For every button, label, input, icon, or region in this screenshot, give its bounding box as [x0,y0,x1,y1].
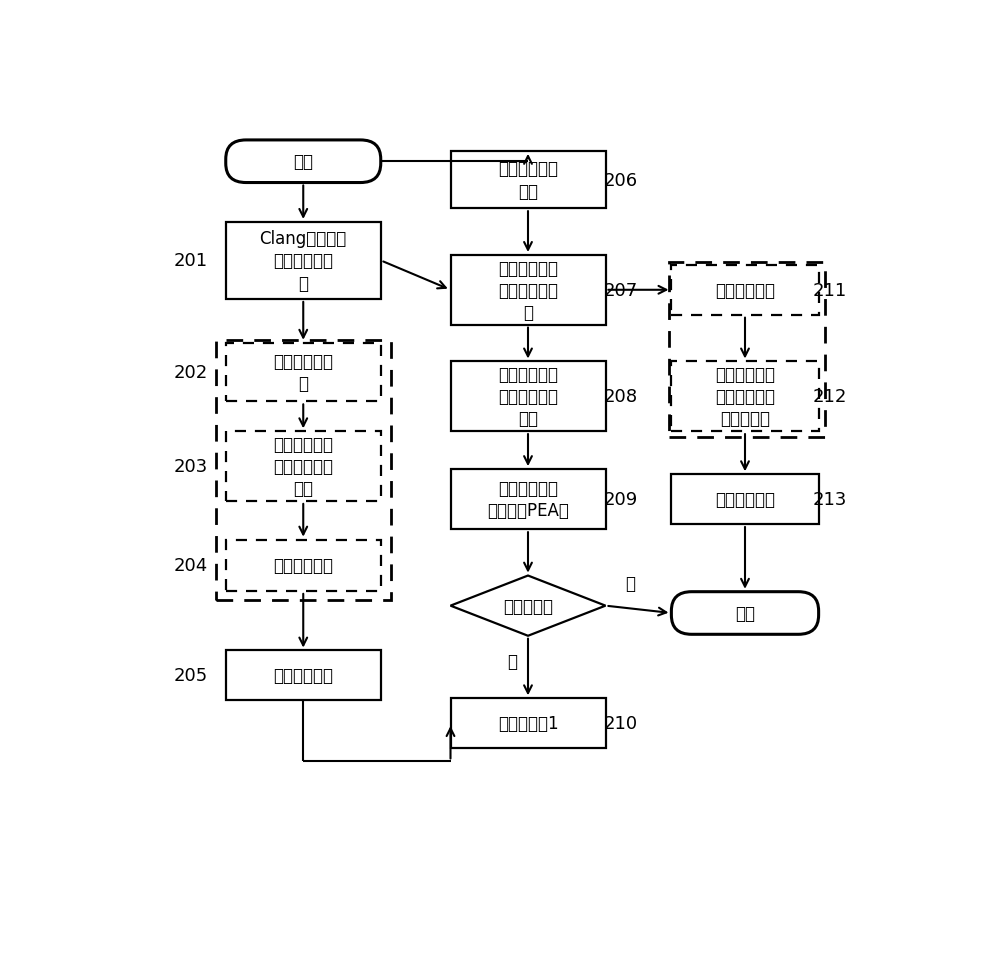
Text: 根据调度结果
进行片上数据
放置: 根据调度结果 进行片上数据 放置 [498,366,558,428]
FancyBboxPatch shape [226,141,381,183]
Text: 209: 209 [604,491,638,509]
Bar [669,263,825,437]
Text: 开始: 开始 [293,153,313,171]
Text: 204: 204 [174,557,208,575]
Text: 207: 207 [604,281,638,299]
Text: 映射至处理单
元阵列（PEA）: 映射至处理单 元阵列（PEA） [487,479,569,519]
Text: 205: 205 [174,667,208,684]
Bar [671,475,819,524]
Bar [226,651,381,700]
Text: 213: 213 [813,491,847,509]
Bar [226,432,381,501]
Text: 生成中间表示: 生成中间表示 [273,557,333,575]
Text: 201: 201 [174,253,208,270]
Bar [671,266,819,315]
Bar [451,362,606,432]
Bar [451,470,606,530]
Polygon shape [451,576,606,636]
Text: 启动间隔加1: 启动间隔加1 [498,715,558,733]
Text: 是: 是 [625,575,635,593]
Text: 203: 203 [174,457,208,476]
Text: 结束: 结束 [735,604,755,622]
Text: 配置文件生成: 配置文件生成 [715,491,775,509]
Text: 212: 212 [813,388,847,406]
Text: 映射成功？: 映射成功？ [503,597,553,615]
Text: 202: 202 [174,364,208,381]
Text: 否: 否 [508,652,518,670]
Bar [226,540,381,591]
Text: 对数据流图不
同算子进行调
度: 对数据流图不 同算子进行调 度 [498,259,558,322]
Text: Clang编译器前
端生成中间表
示: Clang编译器前 端生成中间表 示 [260,230,347,293]
Bar [451,699,606,748]
FancyBboxPatch shape [671,592,819,635]
Bar [216,340,391,600]
Text: 206: 206 [604,172,638,190]
Bar [671,362,819,432]
Text: 211: 211 [813,281,847,299]
Bar [226,343,381,402]
Text: 重用关系分析: 重用关系分析 [715,281,775,299]
Bar [451,255,606,325]
Bar [226,223,381,299]
Text: 210: 210 [604,715,638,733]
Text: 寻找最大化有
效重用的循环
变换: 寻找最大化有 效重用的循环 变换 [273,436,333,497]
Text: 重用和依赖分
析: 重用和依赖分 析 [273,353,333,393]
Bar [451,152,606,209]
Text: 生成数据流图: 生成数据流图 [273,667,333,684]
Text: 基于数据重用
的配置文件修
改策略选取: 基于数据重用 的配置文件修 改策略选取 [715,366,775,428]
Text: 计算最小启动
间隔: 计算最小启动 间隔 [498,160,558,200]
Text: 208: 208 [604,388,638,406]
